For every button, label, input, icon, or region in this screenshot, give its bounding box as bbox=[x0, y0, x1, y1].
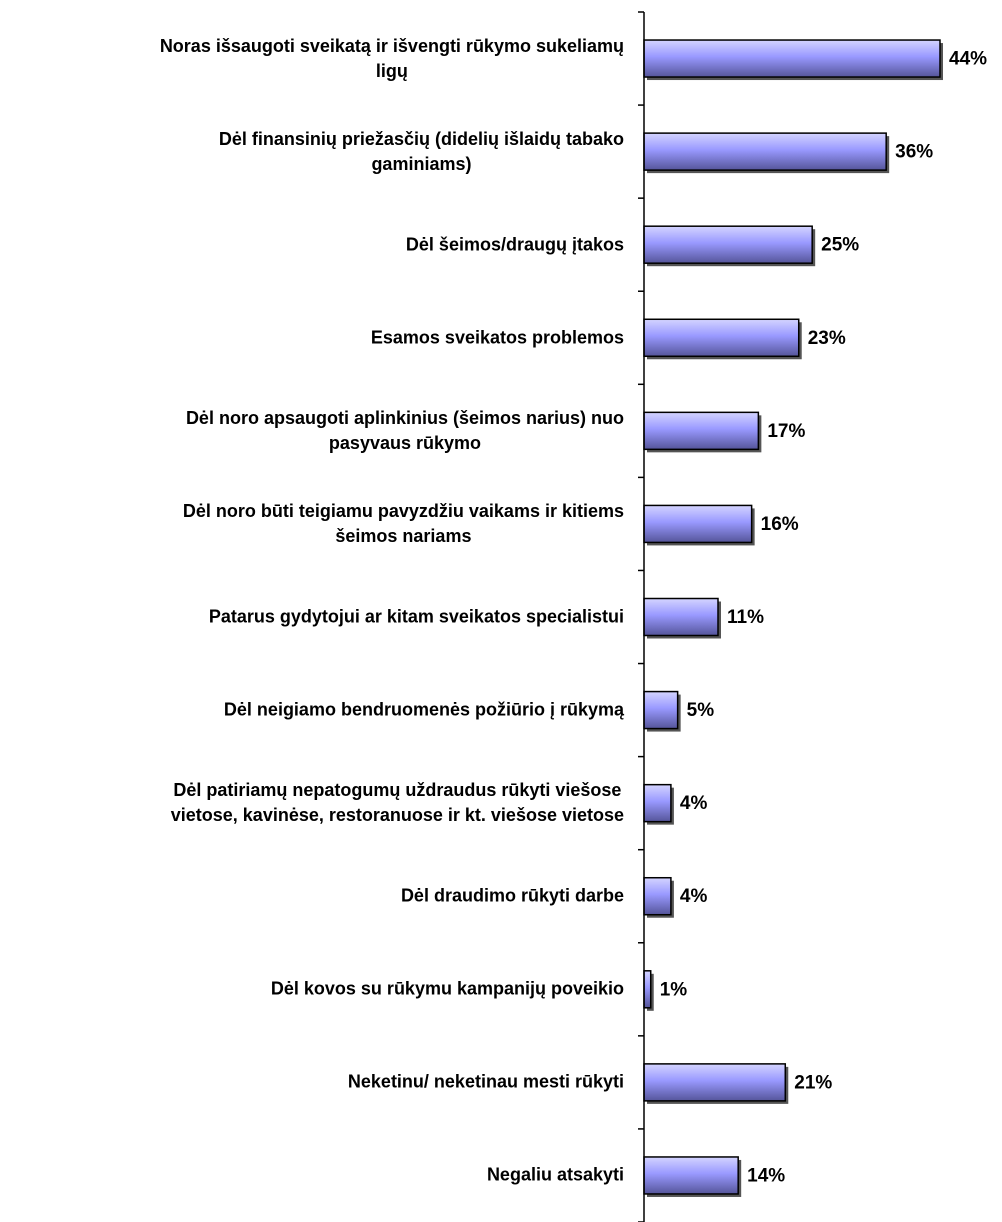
bar bbox=[643, 411, 760, 451]
value-label: 16% bbox=[761, 514, 799, 535]
bar bbox=[643, 1063, 787, 1102]
category-label: Dėl šeimos/draugų įtakos bbox=[405, 234, 624, 255]
value-label: 1% bbox=[660, 979, 688, 1000]
bar bbox=[643, 132, 887, 171]
bar bbox=[643, 504, 753, 544]
bar bbox=[643, 783, 672, 823]
category-label: Esamos sveikatos problemos bbox=[370, 327, 624, 348]
value-label: 4% bbox=[680, 886, 708, 907]
category-label: Dėl kovos su rūkymu kampanijų poveikio bbox=[270, 978, 624, 999]
category-label: Dėl noro būti teigiamu pavyzdžiu vaikams… bbox=[182, 500, 624, 546]
value-label: 23% bbox=[808, 328, 846, 349]
value-label: 17% bbox=[767, 421, 805, 442]
category-label: Neketinu/ neketinau mesti rūkyti bbox=[347, 1071, 624, 1092]
value-label: 14% bbox=[747, 1165, 785, 1186]
category-label: Patarus gydytojui ar kitam sveikatos spe… bbox=[208, 606, 624, 627]
category-label: Negaliu atsakyti bbox=[486, 1164, 624, 1185]
category-label: Dėl noro apsaugoti aplinkinius (šeimos n… bbox=[185, 407, 624, 453]
bar bbox=[643, 690, 679, 730]
category-label: Noras išsaugoti sveikatą ir išvengti rūk… bbox=[159, 35, 624, 81]
category-label: Dėl draudimo rūkyti darbe bbox=[400, 885, 624, 906]
bar bbox=[643, 318, 800, 358]
category-label: Dėl finansinių priežasčių (didelių išlai… bbox=[218, 128, 624, 174]
bar bbox=[643, 1156, 739, 1195]
bar bbox=[643, 970, 652, 1009]
value-label: 21% bbox=[794, 1072, 832, 1093]
category-label: Dėl patiriamų nepatogumų uždraudus rūkyt… bbox=[170, 780, 624, 826]
value-label: 11% bbox=[727, 607, 764, 628]
value-label: 25% bbox=[821, 235, 859, 256]
bar bbox=[643, 39, 941, 78]
category-label: Dėl neigiamo bendruomenės požiūrio į rūk… bbox=[223, 699, 624, 720]
value-label: 4% bbox=[680, 793, 708, 814]
value-label: 44% bbox=[949, 49, 987, 70]
value-label: 5% bbox=[687, 700, 715, 721]
bar bbox=[643, 597, 719, 637]
bar bbox=[643, 225, 813, 264]
value-label: 36% bbox=[895, 142, 933, 163]
bar bbox=[643, 876, 672, 916]
